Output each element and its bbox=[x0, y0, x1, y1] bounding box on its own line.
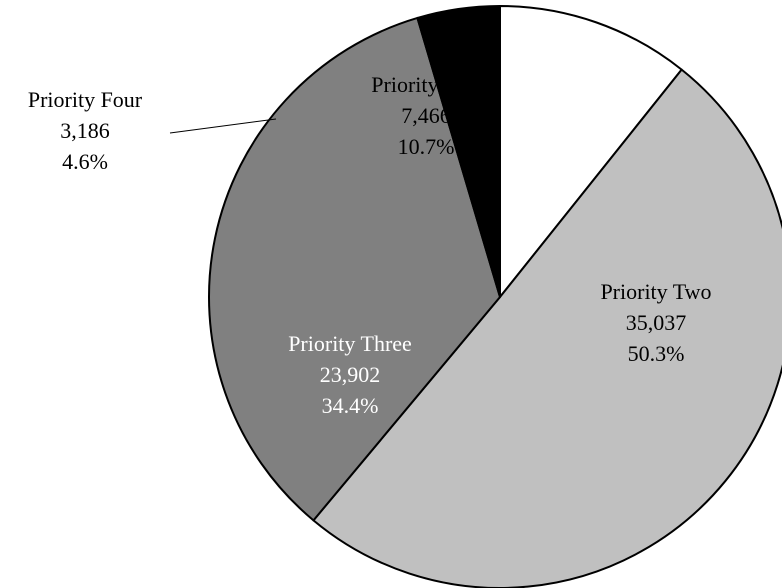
pie-slices bbox=[208, 5, 782, 588]
leader-lines bbox=[169, 118, 277, 134]
slice-label-priority-two: Priority Two 35,037 50.3% bbox=[600, 279, 711, 366]
slice-labels: Priority One 7,466 10.7% Priority Two 35,037… bbox=[28, 72, 712, 418]
slice-priority-two bbox=[312, 68, 782, 588]
slice-percent: 10.7% bbox=[398, 134, 455, 159]
slice-priority-three bbox=[208, 16, 501, 522]
slice-priority-one bbox=[499, 5, 683, 298]
slice-percent: 34.4% bbox=[322, 393, 379, 418]
leader-line-priority-four bbox=[169, 118, 277, 134]
slice-value: 7,466 bbox=[401, 103, 451, 128]
slice-value: 3,186 bbox=[60, 118, 110, 143]
slice-name: Priority Three bbox=[288, 331, 412, 356]
slice-name: Priority Four bbox=[28, 87, 143, 112]
slice-label-priority-three: Priority Three 23,902 34.4% bbox=[288, 331, 412, 418]
slice-value: 23,902 bbox=[320, 362, 381, 387]
slice-name: Priority Two bbox=[600, 279, 711, 304]
slice-value: 35,037 bbox=[626, 310, 687, 335]
slice-name: Priority One bbox=[371, 72, 480, 97]
slice-percent: 50.3% bbox=[628, 341, 685, 366]
slice-label-priority-one: Priority One 7,466 10.7% bbox=[371, 72, 480, 159]
slice-percent: 4.6% bbox=[62, 149, 108, 174]
slice-priority-four bbox=[416, 5, 501, 298]
slice-label-priority-four: Priority Four 3,186 4.6% bbox=[28, 87, 143, 174]
